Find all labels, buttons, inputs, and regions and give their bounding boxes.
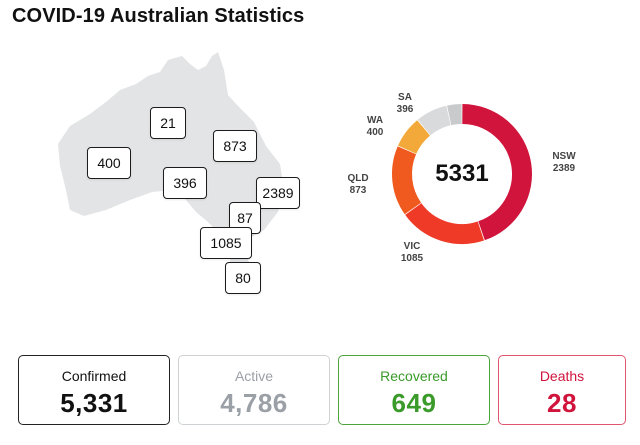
australia-map: 21 400 873 396 2389 87 1085 80 (40, 40, 340, 310)
donut-segment-qld (392, 146, 422, 215)
donut-label-qld: QLD 873 (338, 173, 378, 197)
donut-label-vic: VIC 1085 (392, 241, 432, 265)
donut-label-sa-name: SA (398, 92, 412, 103)
donut-label-sa-value: 396 (396, 104, 414, 115)
confirmed-card[interactable]: Confirmed 5,331 (18, 355, 170, 425)
donut-label-sa: SA 396 (385, 92, 425, 116)
active-label: Active (234, 368, 274, 384)
donut-segment-other (447, 104, 462, 126)
donut-label-qld-name: QLD (347, 173, 369, 184)
donut-label-nsw-name: NSW (552, 151, 576, 162)
active-card[interactable]: Active 4,786 (178, 355, 330, 425)
state-label-nt: 21 (150, 107, 186, 139)
donut-label-vic-value: 1085 (400, 253, 424, 264)
recovered-card[interactable]: Recovered 649 (338, 355, 490, 425)
donut-label-nsw: NSW 2389 (544, 151, 584, 175)
cases-donut-chart: 5331 SA 396 WA 400 QLD 873 VIC 1085 NSW … (330, 80, 630, 280)
state-label-nsw: 2389 (256, 177, 300, 209)
deaths-value: 28 (547, 388, 577, 418)
donut-segment-sa (417, 105, 452, 136)
donut-svg (392, 104, 532, 244)
donut-label-nsw-value: 2389 (552, 163, 576, 174)
mainland-shape (58, 52, 284, 244)
state-label-sa: 396 (163, 167, 207, 199)
confirmed-label: Confirmed (61, 368, 127, 384)
donut-label-qld-value: 873 (349, 185, 367, 196)
donut-segment-wa (398, 120, 431, 155)
confirmed-value: 5,331 (60, 388, 128, 418)
state-label-vic: 1085 (200, 227, 252, 259)
donut-label-wa-value: 400 (366, 127, 384, 138)
recovered-label: Recovered (380, 368, 448, 384)
recovered-value: 649 (391, 388, 437, 418)
donut-label-wa-name: WA (366, 115, 384, 126)
state-label-tas: 80 (225, 262, 261, 294)
donut-label-wa: WA 400 (355, 115, 395, 139)
donut-total: 5331 (435, 160, 489, 187)
active-value: 4,786 (220, 388, 288, 418)
state-label-wa: 400 (87, 147, 131, 179)
deaths-label: Deaths (539, 368, 585, 384)
donut-segment-vic (405, 202, 485, 244)
donut-segment-nsw (461, 104, 532, 241)
donut-label-vic-name: VIC (403, 241, 421, 252)
deaths-card[interactable]: Deaths 28 (498, 355, 626, 425)
page-title: COVID-19 Australian Statistics (12, 5, 305, 27)
state-label-qld: 873 (213, 130, 257, 162)
